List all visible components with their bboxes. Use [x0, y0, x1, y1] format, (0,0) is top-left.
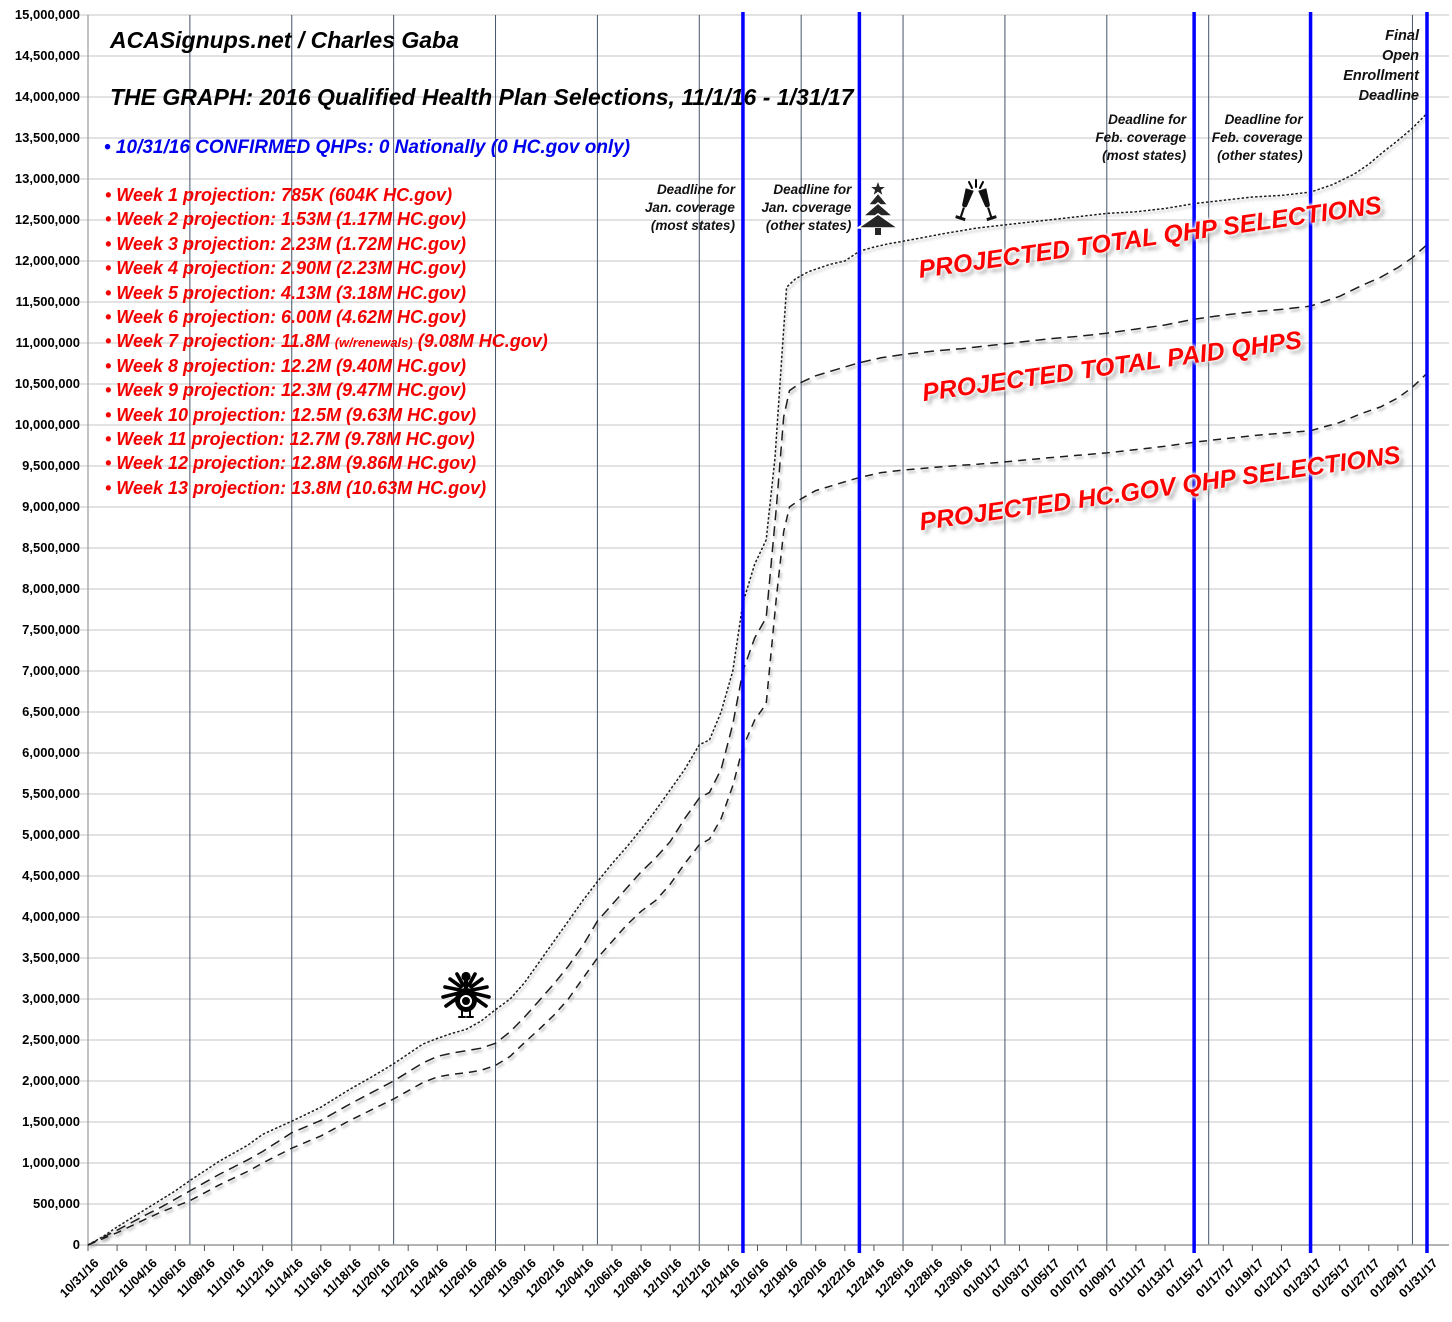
champagne-glasses-icon [955, 179, 997, 222]
y-axis-label: 13,500,000 [14, 130, 80, 145]
projection-curve [87, 244, 1428, 1246]
y-axis-label: 12,000,000 [14, 253, 80, 268]
chart-title: THE GRAPH: 2016 Qualified Health Plan Se… [110, 84, 854, 110]
y-axis-label: 7,500,000 [22, 622, 80, 637]
y-axis-label: 5,000,000 [22, 827, 80, 842]
y-axis-label: 6,500,000 [22, 704, 80, 719]
week-projection-item: • Week 2 projection: 1.53M (1.17M HC.gov… [105, 209, 467, 230]
y-axis-label: 11,000,000 [15, 335, 80, 350]
y-axis-label: 9,500,000 [22, 458, 80, 473]
y-axis-label: 10,000,000 [14, 417, 80, 432]
y-axis-label: 12,500,000 [14, 212, 80, 227]
site-attribution: ACASignups.net / Charles Gaba [110, 27, 459, 53]
y-axis-label: 14,500,000 [14, 48, 80, 63]
y-axis-label: 6,000,000 [22, 745, 80, 760]
projection-curve [87, 372, 1428, 1246]
week-projection-item: • Week 6 projection: 6.00M (4.62M HC.gov… [105, 306, 467, 327]
y-axis-label: 5,500,000 [22, 786, 80, 801]
y-axis-label: 8,000,000 [22, 581, 80, 596]
y-axis-label: 9,000,000 [22, 499, 80, 514]
weekly-gridlines [189, 15, 1413, 1245]
deadline-annotation: Deadline for Jan. coverage (most states) [644, 182, 735, 233]
week-projection-item: • Week 1 projection: 785K (604K HC.gov) [105, 185, 453, 205]
y-axis-label: 11,500,000 [15, 294, 80, 309]
turkey-icon [441, 971, 491, 1018]
y-axis-label: 500,000 [33, 1196, 80, 1211]
y-axis-label: 1,500,000 [22, 1114, 80, 1129]
week-projection-item: • Week 5 projection: 4.13M (3.18M HC.gov… [105, 282, 467, 303]
deadline-annotation: Final Open Enrollment Deadline [1343, 28, 1419, 104]
y-axis-label: 0 [72, 1237, 80, 1252]
week-projection-item: • Week 9 projection: 12.3M (9.47M HC.gov… [105, 380, 467, 401]
y-axis-label: 4,500,000 [22, 868, 80, 883]
y-axis-label: 3,000,000 [22, 991, 80, 1006]
christmas-tree-icon [855, 182, 901, 235]
week-projection-item: • Week 13 projection: 13.8M (10.63M HC.g… [105, 477, 487, 498]
week-projection-item: • Week 8 projection: 12.2M (9.40M HC.gov… [105, 355, 467, 376]
weekly-projections-list: • Week 1 projection: 785K (604K HC.gov) •… [105, 183, 548, 500]
deadline-annotation: Deadline for Jan. coverage (other states) [761, 182, 852, 233]
week-projection-item: • Week 10 projection: 12.5M (9.63M HC.go… [105, 404, 477, 425]
deadline-annotation: Deadline for Feb. coverage (most states) [1095, 112, 1187, 163]
y-axis-label: 14,000,000 [14, 89, 80, 104]
horizontal-gridlines [80, 14, 1449, 1246]
week-projection-item: • Week 12 projection: 12.8M (9.86M HC.go… [105, 453, 477, 474]
axes [87, 15, 1449, 1251]
y-axis-label: 4,000,000 [22, 909, 80, 924]
y-axis-label: 13,000,000 [14, 171, 80, 186]
deadline-annotation: Deadline for Feb. coverage (other states) [1211, 112, 1303, 163]
week-projection-item: • Week 4 projection: 2.90M (2.23M HC.gov… [105, 258, 467, 279]
projection-curves [87, 112, 1428, 1246]
y-axis-label: 2,000,000 [22, 1073, 80, 1088]
y-axis-label: 10,500,000 [14, 376, 80, 391]
y-axis-label: 1,000,000 [22, 1155, 80, 1170]
y-axis-label: 3,500,000 [22, 950, 80, 965]
confirmed-qhps-note: • 10/31/16 CONFIRMED QHPs: 0 Nationally … [104, 137, 631, 158]
week-projection-item: • Week 11 projection: 12.7M (9.78M HC.go… [105, 428, 475, 449]
deadline-lines [741, 12, 1429, 1253]
y-axis-label: 2,500,000 [22, 1032, 80, 1047]
week-projection-item: • Week 3 projection: 2.23M (1.72M HC.gov… [105, 233, 467, 254]
y-axis-label: 8,500,000 [22, 540, 80, 555]
y-axis-label: 7,000,000 [22, 663, 80, 678]
week-projection-item: • Week 7 projection: 11.8M (w/renewals) … [105, 331, 548, 352]
y-axis-label: 15,000,000 [14, 7, 80, 22]
